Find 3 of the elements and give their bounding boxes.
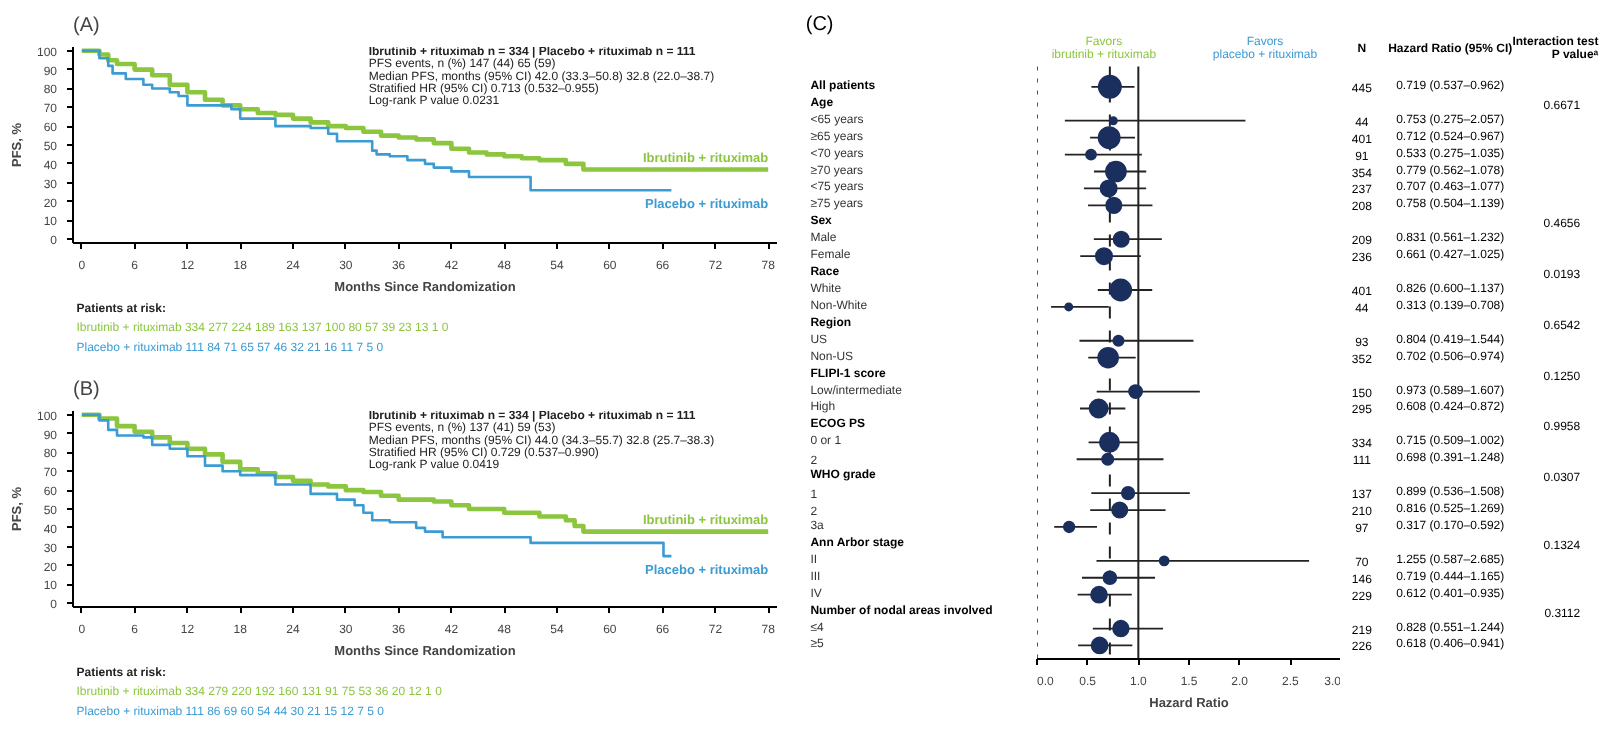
text: (C) [805, 14, 834, 37]
chart-title: (A) [73, 15, 100, 37]
chart-title: (B) [73, 379, 100, 401]
